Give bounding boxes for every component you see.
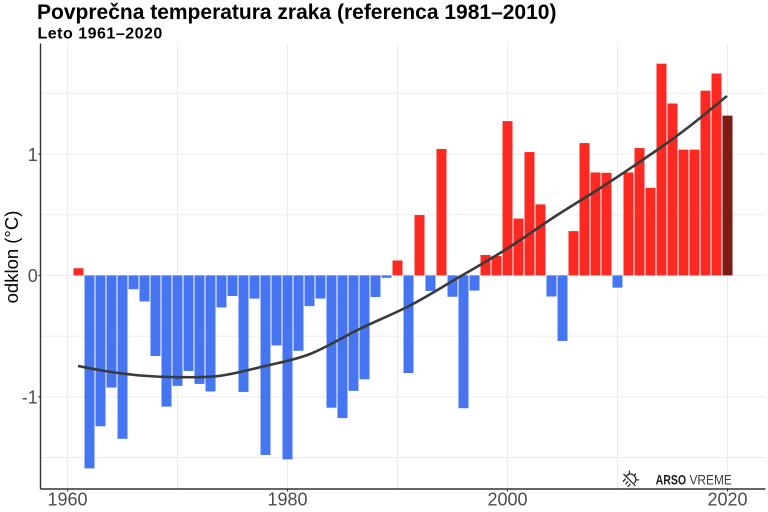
svg-text:2000: 2000 [487, 490, 527, 510]
svg-text:-1: -1 [22, 388, 38, 408]
svg-text:odklon (°C): odklon (°C) [1, 211, 22, 304]
svg-text:2020: 2020 [707, 490, 747, 510]
svg-text:1980: 1980 [267, 490, 307, 510]
svg-text:Povprečna temperatura zraka (r: Povprečna temperatura zraka (referenca 1… [37, 1, 556, 24]
svg-text:1960: 1960 [47, 490, 87, 510]
svg-text:ARSO: ARSO [656, 472, 687, 488]
svg-text:VREME: VREME [690, 472, 732, 488]
svg-text:1: 1 [28, 145, 38, 165]
svg-text:0: 0 [28, 266, 38, 286]
svg-text:Leto 1961–2020: Leto 1961–2020 [38, 25, 163, 42]
